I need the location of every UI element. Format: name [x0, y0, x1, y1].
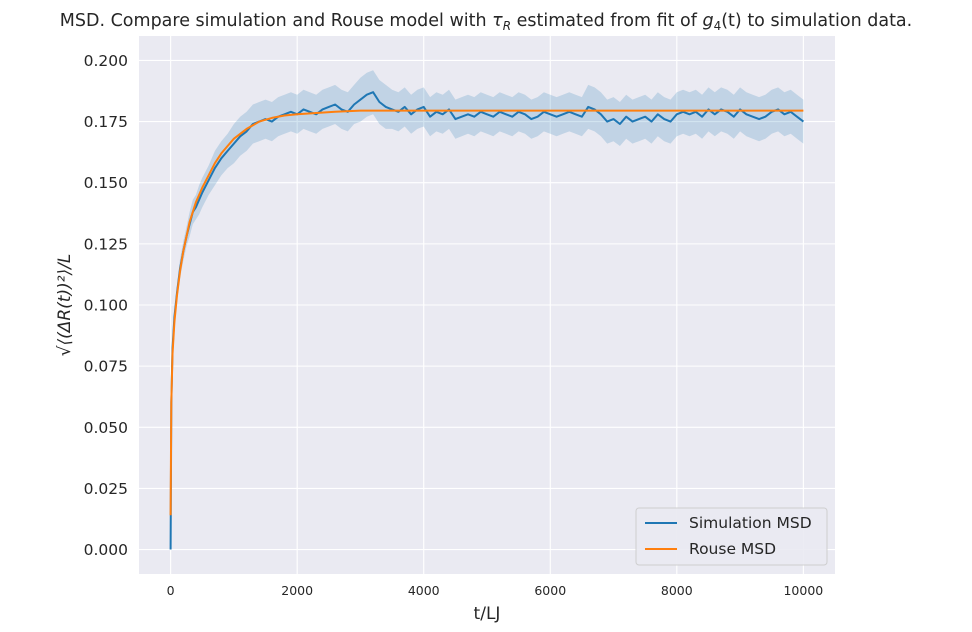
- y-tick-label: 0.125: [84, 235, 128, 253]
- y-tick-label: 0.050: [84, 419, 128, 437]
- legend-label-rouse: Rouse MSD: [689, 540, 776, 558]
- y-tick-label: 0.175: [84, 113, 128, 131]
- x-tick-label: 0: [167, 583, 175, 598]
- chart-title: MSD. Compare simulation and Rouse model …: [60, 11, 912, 33]
- x-axis-label: t/LJ: [474, 604, 501, 624]
- x-tick-label: 8000: [661, 583, 693, 598]
- simulation-confidence-band: [170, 70, 804, 550]
- series-line-layer: [169, 91, 805, 550]
- legend: Simulation MSD Rouse MSD: [635, 507, 828, 566]
- y-tick-label: 0.075: [84, 358, 128, 376]
- y-axis-label: √⟨(ΔR(t))²⟩/L: [55, 254, 75, 357]
- confidence-band-layer: [170, 70, 804, 550]
- grid-lines: [139, 36, 835, 574]
- y-tick-label: 0.150: [84, 174, 128, 192]
- rouse-msd-line: [169, 109, 804, 516]
- simulation-msd-line: [169, 91, 805, 550]
- x-tick-label: 4000: [408, 583, 440, 598]
- x-tick-label: 2000: [281, 583, 313, 598]
- x-axis-ticks: 0 2000 4000 6000 8000 10000: [167, 583, 824, 598]
- legend-box: [635, 507, 828, 566]
- x-tick-label: 10000: [783, 583, 823, 598]
- y-tick-label: 0.000: [84, 541, 128, 559]
- x-tick-label: 6000: [534, 583, 566, 598]
- y-tick-label: 0.100: [84, 297, 128, 315]
- y-axis-ticks: 0.000 0.025 0.050 0.075 0.100 0.125 0.150 0.175…: [84, 52, 128, 559]
- y-tick-label: 0.200: [84, 52, 128, 70]
- y-tick-label: 0.025: [84, 480, 128, 498]
- legend-label-simulation: Simulation MSD: [689, 514, 812, 532]
